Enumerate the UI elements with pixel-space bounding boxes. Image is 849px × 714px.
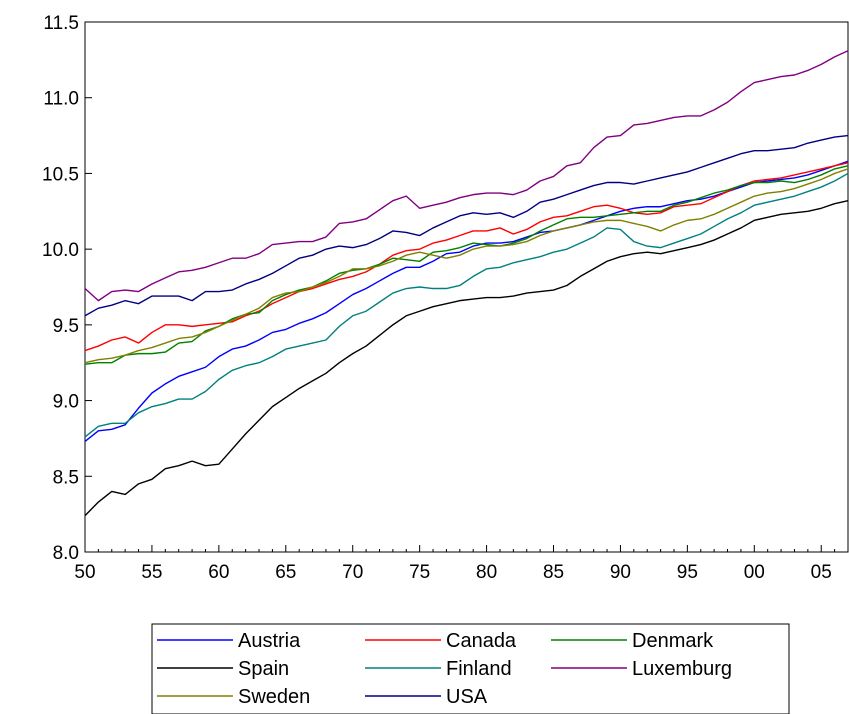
legend-box [151, 623, 790, 714]
series-line-canada [84, 162, 849, 352]
x-tick-label: 85 [543, 562, 564, 583]
legend-label-denmark: Denmark [632, 630, 714, 652]
x-axis: 50 55 60 65 70 75 80 85 90 95 00 05 [74, 545, 849, 583]
y-tick-label: 9.5 [53, 316, 79, 337]
x-tick-label: 00 [744, 562, 765, 583]
y-tick-label: 11.5 [43, 13, 79, 34]
y-tick-label: 9.0 [53, 392, 79, 413]
legend-label-finland: Finland [446, 658, 512, 680]
legend-label-luxemburg: Luxemburg [632, 658, 732, 680]
y-tick-label: 10.5 [42, 164, 79, 185]
y-tick-label: 8.5 [53, 467, 79, 488]
legend-label-spain: Spain [238, 658, 289, 680]
series-line-sweden [84, 168, 849, 364]
x-tick-label: 50 [74, 562, 95, 583]
legend-items: Austria Canada Denmark Spain Finland Luxembur… [157, 630, 732, 708]
x-tick-label: 70 [342, 562, 363, 583]
series-layer [84, 50, 849, 517]
y-tick-label: 10.0 [42, 240, 79, 261]
x-tick-label: 80 [476, 562, 497, 583]
x-tick-label: 55 [141, 562, 162, 583]
legend: Austria Canada Denmark Spain Finland Luxembur… [151, 623, 790, 714]
x-tick-label: 05 [811, 562, 832, 583]
y-tick-label: 8.0 [53, 543, 79, 564]
x-tick-label: 65 [275, 562, 296, 583]
x-tick-label: 75 [409, 562, 430, 583]
y-axis: 8.0 8.5 9.0 9.5 10.0 10.5 11.0 11.5 [42, 13, 92, 564]
x-tick-label: 95 [677, 562, 698, 583]
series-line-usa [84, 134, 849, 317]
plot-frame [84, 21, 849, 553]
legend-label-canada: Canada [446, 630, 517, 652]
x-tick-label: 90 [610, 562, 631, 583]
legend-label-austria: Austria [238, 630, 301, 652]
series-line-finland [84, 172, 849, 438]
legend-label-usa: USA [446, 686, 488, 708]
series-line-spain [84, 200, 849, 517]
y-tick-label: 11.0 [43, 89, 79, 110]
series-line-luxemburg [84, 50, 849, 302]
x-tick-label: 60 [208, 562, 229, 583]
legend-label-sweden: Sweden [238, 686, 310, 708]
